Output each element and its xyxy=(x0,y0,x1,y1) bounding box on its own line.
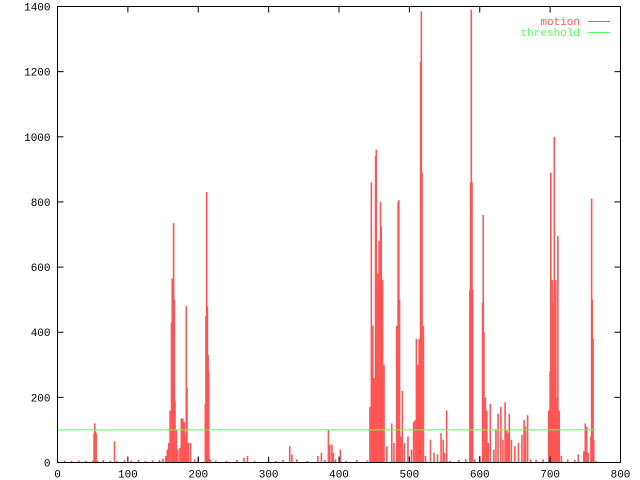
axis-ticks: 0 200 400 600 800 1000 1200 1400 0 100 200 300 400 50… xyxy=(24,3,630,480)
y-tick-label: 0 xyxy=(44,459,51,471)
y-tick-label: 1400 xyxy=(24,3,50,15)
legend-label-threshold: threshold xyxy=(521,28,580,40)
y-tick-label: 600 xyxy=(31,263,51,275)
x-tick-label: 600 xyxy=(470,470,490,480)
x-tick-label: 800 xyxy=(611,470,631,480)
x-tick-label: 0 xyxy=(54,470,61,480)
legend-label-motion: motion xyxy=(540,17,580,29)
y-tick-label: 1200 xyxy=(24,68,50,80)
x-tick-label: 200 xyxy=(188,470,208,480)
x-tick-label: 400 xyxy=(329,470,349,480)
y-tick-label: 200 xyxy=(31,393,51,405)
plot-border xyxy=(57,6,621,463)
x-tick-label: 500 xyxy=(399,470,419,480)
y-tick-label: 800 xyxy=(31,198,51,210)
legend: motion threshold xyxy=(521,17,610,40)
x-tick-label: 100 xyxy=(118,470,138,480)
x-tick-label: 700 xyxy=(540,470,560,480)
y-tick-label: 1000 xyxy=(24,133,50,145)
x-tick-label: 300 xyxy=(259,470,279,480)
y-tick-label: 400 xyxy=(31,328,51,340)
motion-impulses xyxy=(56,9,597,463)
